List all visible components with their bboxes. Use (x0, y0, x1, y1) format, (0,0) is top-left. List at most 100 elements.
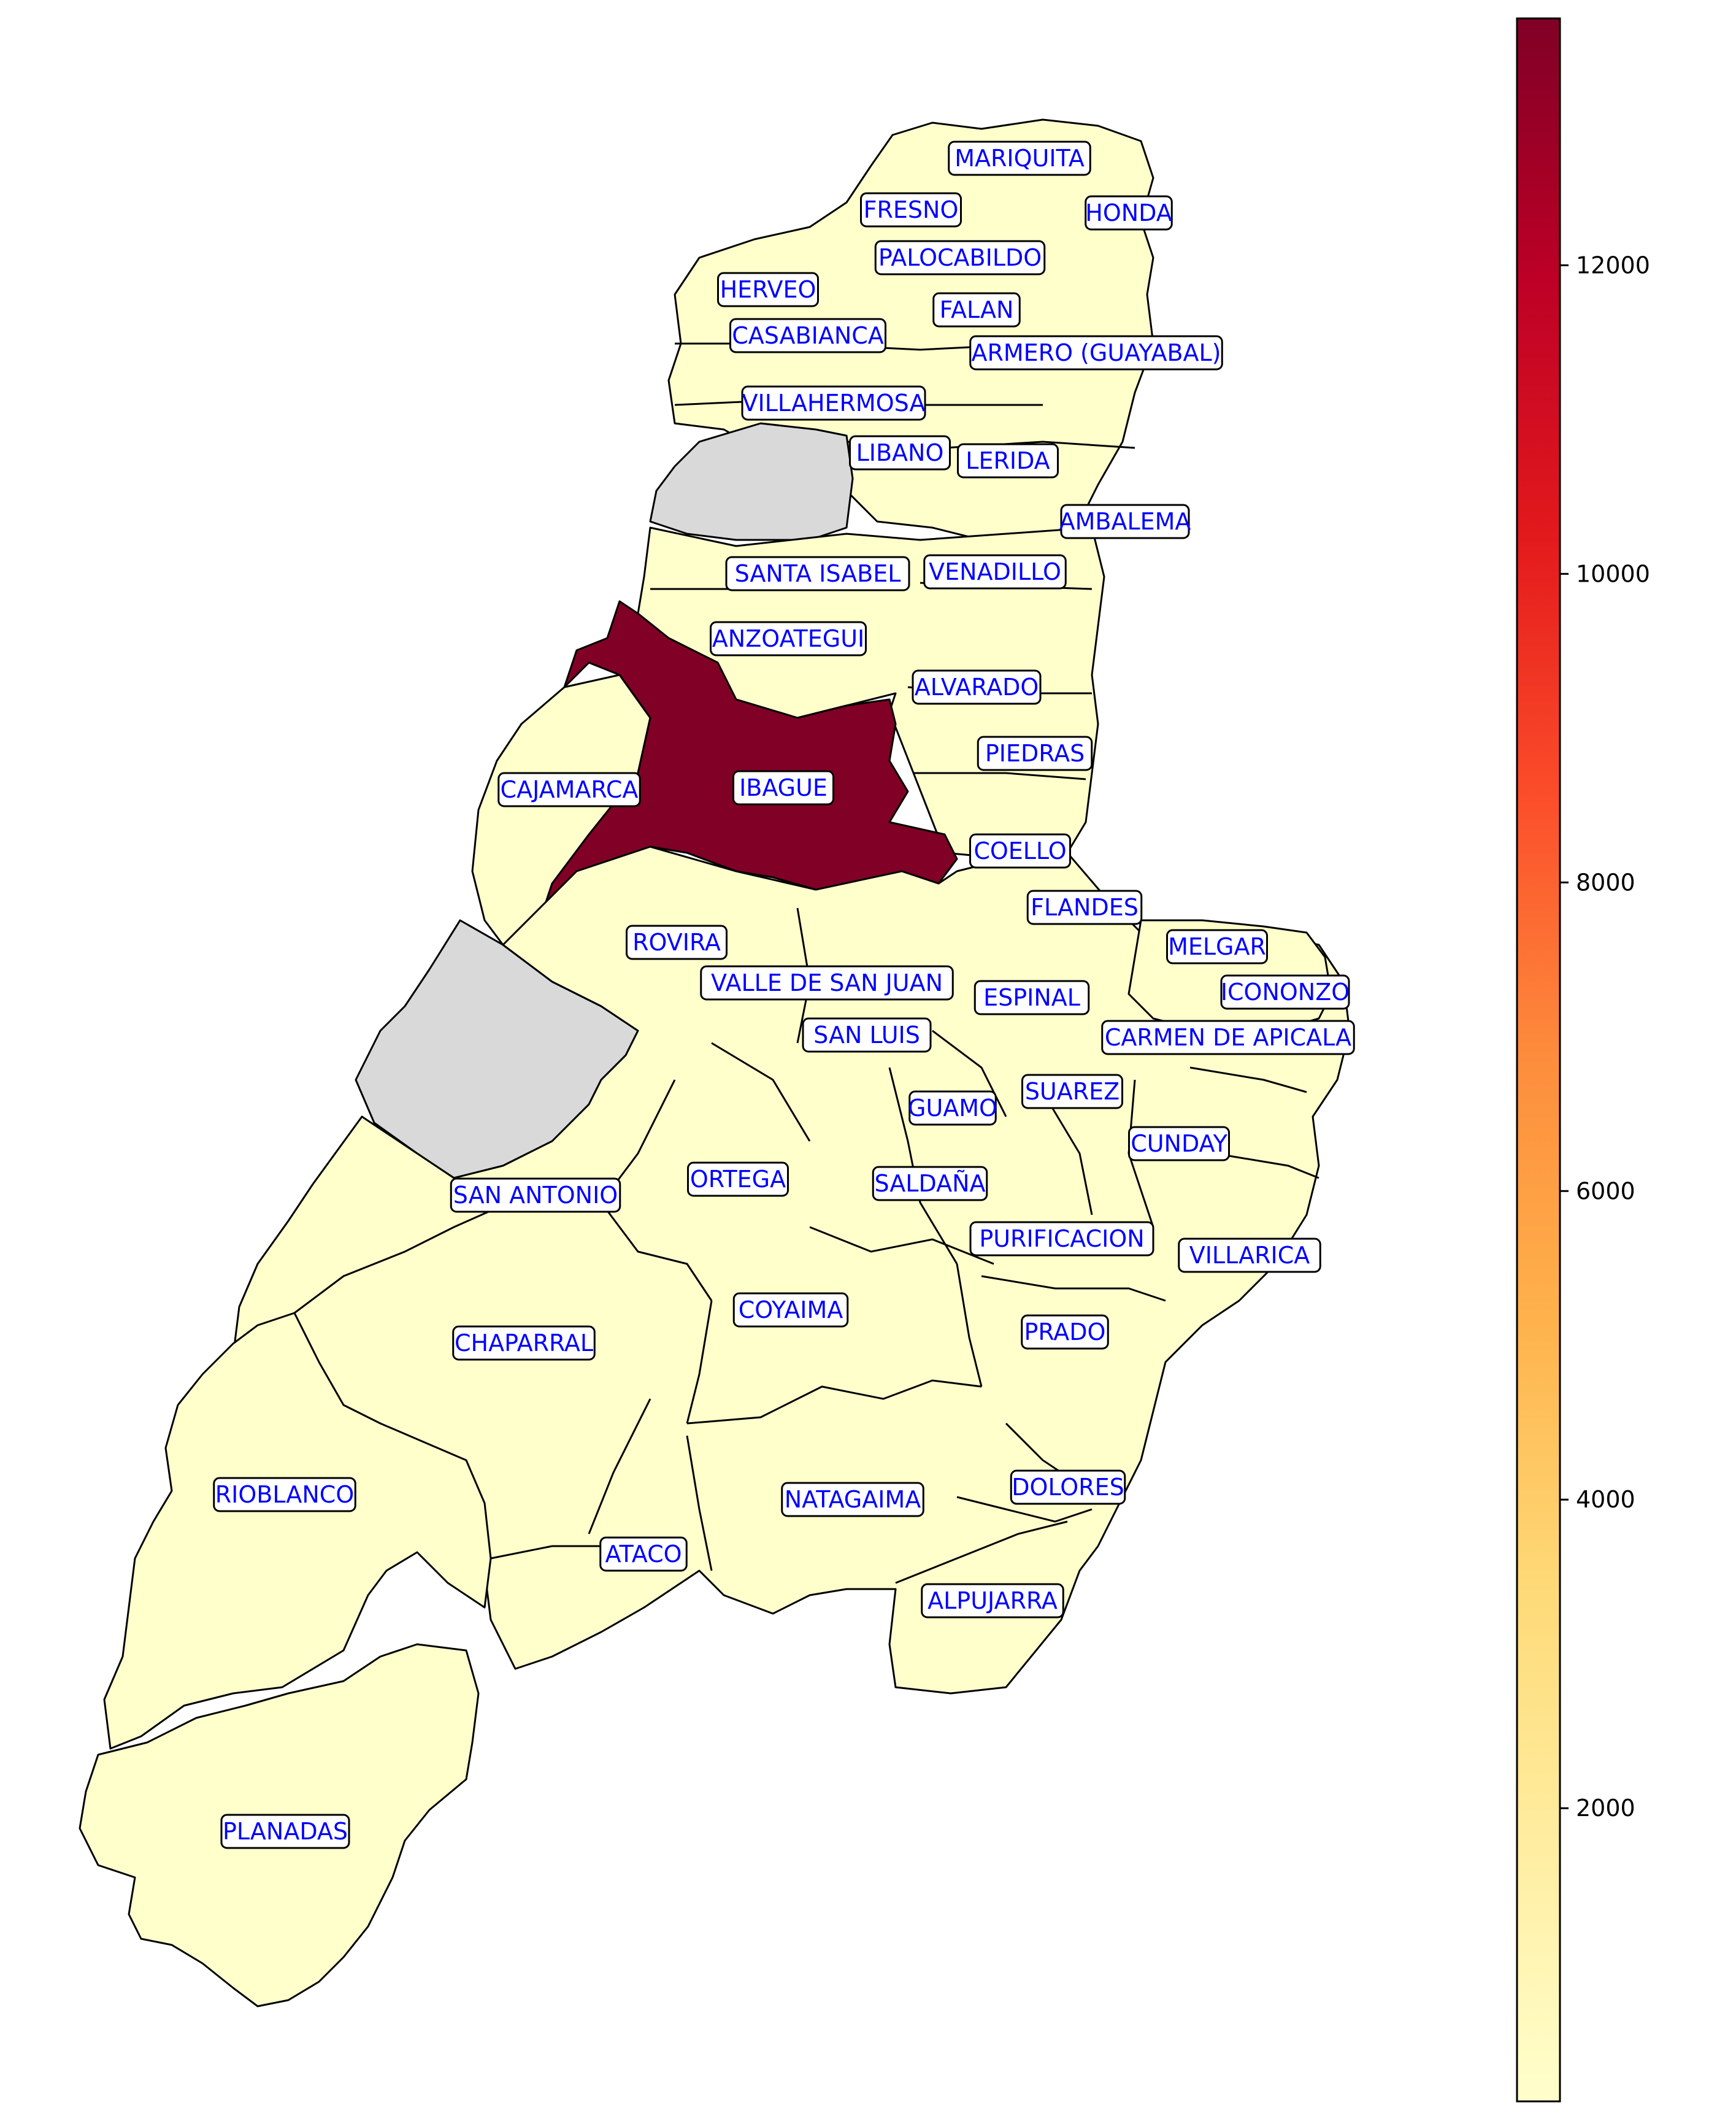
label-text: IBAGUE (739, 774, 828, 801)
label-box (1101, 1020, 1355, 1055)
label-text: ATACO (605, 1541, 682, 1568)
label-box (1128, 1126, 1230, 1161)
label-box (948, 141, 1091, 176)
label-valle-de-san-juan: VALLE DE SAN JUAN (700, 965, 954, 1001)
label-armero-guayabal: ARMERO (GUAYABAL) (969, 335, 1223, 371)
label-text: AMBALEMA (1059, 508, 1191, 535)
label-venadillo: VENADILLO (923, 554, 1067, 590)
label-box (1010, 1469, 1126, 1505)
label-ortega: ORTEGA (687, 1161, 789, 1197)
label-alvarado: ALVARADO (912, 669, 1042, 705)
label-text: SAN LUIS (813, 1022, 920, 1049)
label-box (957, 443, 1059, 479)
label-san-luis: SAN LUIS (802, 1017, 932, 1053)
label-rioblanco: RIOBLANCO (213, 1477, 356, 1512)
label-box (452, 1325, 596, 1361)
label-text: GUAMO (908, 1095, 997, 1122)
label-fresno: FRESNO (860, 192, 962, 228)
label-casabianca: CASABIANCA (729, 318, 886, 353)
label-san-antonio: SAN ANTONIO (450, 1177, 621, 1213)
label-text: ANZOATEGUI (712, 625, 864, 652)
label-text: VENADILLO (929, 558, 1061, 585)
label-palocabildo: PALOCABILDO (874, 240, 1046, 275)
label-box (874, 240, 1046, 275)
label-box (781, 1482, 924, 1517)
label-prado: PRADO (1021, 1314, 1109, 1350)
label-text: FALAN (940, 296, 1014, 323)
label-text: SUAREZ (1025, 1078, 1120, 1105)
label-text: DOLORES (1012, 1474, 1124, 1501)
label-text: LERIDA (966, 447, 1050, 474)
label-text: HONDA (1085, 199, 1172, 226)
label-text: ALVARADO (915, 674, 1039, 701)
label-text: ALPUJARRA (928, 1587, 1058, 1614)
label-box (969, 335, 1223, 371)
label-text: PIEDRAS (985, 740, 1085, 767)
label-herveo: HERVEO (717, 272, 819, 307)
label-box (977, 736, 1093, 771)
label-text: PRADO (1024, 1318, 1106, 1345)
label-honda: HONDA (1085, 195, 1173, 231)
label-box (710, 621, 867, 656)
label-box (1178, 1238, 1321, 1273)
label-villahermosa: VILLAHERMOSA (741, 385, 926, 421)
label-box (969, 833, 1071, 869)
label-box (687, 1161, 789, 1197)
label-text: VILLAHERMOSA (742, 390, 926, 417)
label-espinal: ESPINAL (974, 980, 1090, 1015)
label-coello: COELLO (969, 833, 1071, 869)
label-box (732, 770, 834, 806)
label-piedras: PIEDRAS (977, 736, 1093, 771)
label-cunday: CUNDAY (1128, 1126, 1230, 1161)
label-coyaima: COYAIMA (732, 1292, 849, 1328)
label-box (1220, 974, 1350, 1010)
label-suarez: SUAREZ (1021, 1074, 1123, 1109)
label-box (969, 1221, 1154, 1257)
label-text: SALDAÑA (874, 1170, 985, 1197)
label-box (717, 272, 819, 307)
label-carmen-de-apicala: CARMEN DE APICALA (1101, 1020, 1355, 1055)
label-box (932, 292, 1021, 328)
label-ambalema: AMBALEMA (1059, 504, 1191, 539)
label-box (1166, 929, 1268, 964)
label-text: NATAGAIMA (785, 1486, 921, 1513)
label-text: PLANADAS (223, 1818, 348, 1845)
label-ibague: IBAGUE (732, 770, 834, 806)
label-villarica: VILLARICA (1178, 1238, 1321, 1273)
label-text: ORTEGA (690, 1166, 786, 1193)
label-purificacion: PURIFICACION (969, 1221, 1154, 1257)
label-chaparral: CHAPARRAL (452, 1325, 596, 1361)
label-box (729, 318, 886, 353)
label-box (974, 980, 1090, 1015)
label-guamo: GUAMO (908, 1090, 997, 1126)
colorbar-ticks: 2000 4000 6000 8000 10000 12000 (1560, 252, 1650, 1822)
colorbar-tick-label: 6000 (1576, 1177, 1635, 1204)
label-text: CASABIANCA (732, 322, 884, 349)
label-text: MELGAR (1168, 933, 1266, 960)
label-box (725, 556, 910, 591)
label-box (1060, 504, 1190, 539)
label-box (220, 1814, 350, 1849)
label-box (1021, 1314, 1109, 1350)
label-icononzo: ICONONZO (1220, 974, 1350, 1010)
label-rovira: ROVIRA (626, 925, 728, 960)
region-rioblanco (103, 1312, 492, 1750)
label-box (802, 1017, 932, 1053)
label-box (626, 925, 728, 960)
label-box (497, 772, 641, 807)
label-natagaima: NATAGAIMA (781, 1482, 924, 1517)
label-dolores: DOLORES (1010, 1469, 1126, 1505)
label-santa-isabel: SANTA ISABEL (725, 556, 910, 591)
label-text: ROVIRA (632, 929, 721, 956)
label-box (732, 1292, 849, 1328)
label-box (213, 1477, 356, 1512)
label-box (860, 192, 962, 228)
label-text: SAN ANTONIO (453, 1182, 618, 1209)
colorbar-tick-label: 10000 (1576, 560, 1650, 587)
label-box (599, 1536, 688, 1572)
label-text: FRESNO (864, 196, 959, 223)
label-libano: LIBANO (849, 435, 951, 471)
label-alpujarra: ALPUJARRA (921, 1583, 1064, 1619)
label-box (1026, 890, 1143, 925)
label-text: ICONONZO (1221, 979, 1350, 1006)
